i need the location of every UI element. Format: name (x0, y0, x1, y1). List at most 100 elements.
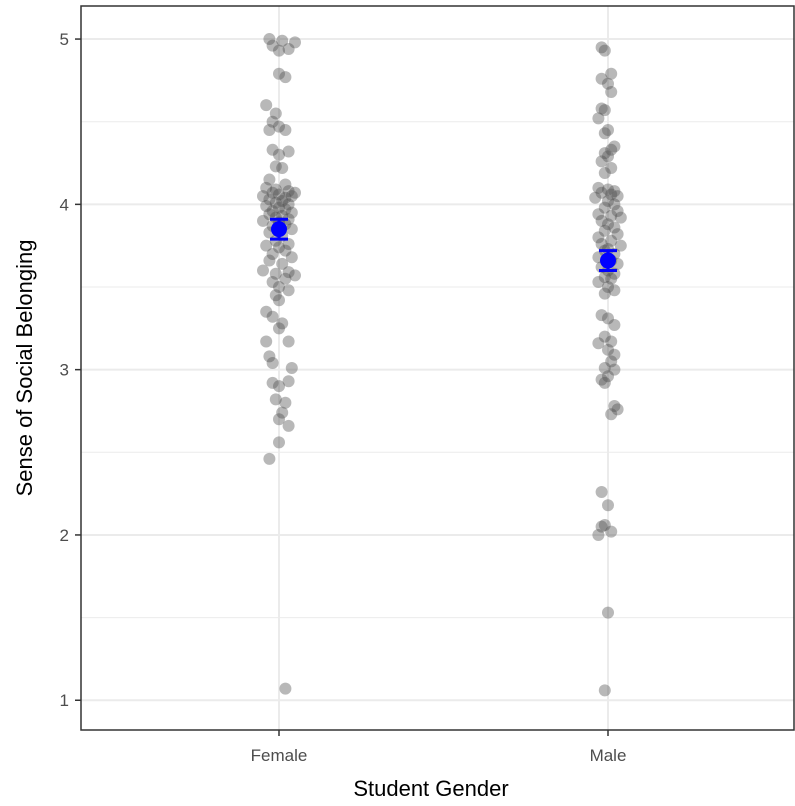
data-point (282, 213, 295, 226)
data-point (279, 396, 292, 409)
data-point (263, 254, 276, 267)
data-point (598, 201, 611, 214)
data-point (602, 281, 614, 294)
data-point (285, 251, 298, 264)
data-point (273, 188, 285, 201)
data-point (260, 305, 273, 318)
data-point (605, 335, 618, 348)
data-point (605, 355, 618, 368)
data-point (266, 247, 279, 260)
data-point (608, 348, 621, 361)
data-point (598, 376, 611, 389)
data-point (269, 267, 282, 280)
y-tick-label: 1 (60, 691, 69, 710)
data-point (285, 223, 298, 236)
data-point (608, 400, 621, 413)
data-point (602, 606, 614, 619)
y-tick-label: 3 (60, 361, 69, 380)
panel-border (80, 5, 795, 731)
data-point (285, 190, 298, 203)
data-point (263, 208, 276, 221)
data-point (269, 393, 282, 406)
data-point (285, 206, 298, 219)
y-axis-title: Sense of Social Belonging (12, 240, 37, 497)
data-point (273, 120, 285, 133)
data-point (598, 224, 611, 237)
data-point (263, 173, 276, 186)
data-point (276, 161, 289, 174)
data-point (611, 228, 624, 241)
data-point (608, 319, 621, 332)
data-point (266, 276, 279, 289)
data-point (263, 350, 276, 363)
data-point (602, 183, 614, 196)
data-point (282, 238, 295, 251)
data-point (260, 239, 273, 252)
data-point (279, 244, 292, 257)
data-point (595, 102, 608, 115)
data-point (282, 419, 295, 432)
data-point (592, 337, 605, 350)
data-point (589, 191, 602, 204)
data-point (595, 72, 608, 85)
data-point (614, 239, 627, 252)
x-tick-label: Male (590, 746, 627, 765)
mean-point (271, 221, 287, 238)
data-point (257, 264, 269, 277)
data-point (273, 67, 285, 80)
data-point (276, 406, 289, 419)
data-point (595, 214, 608, 227)
data-point (592, 276, 605, 289)
data-point (608, 140, 621, 153)
data-point (276, 195, 289, 208)
data-point (279, 123, 292, 136)
data-point (602, 499, 614, 512)
data-point (282, 335, 295, 348)
data-point (605, 143, 618, 156)
data-point (598, 519, 611, 532)
data-point (608, 185, 621, 198)
data-point (273, 201, 285, 214)
data-point (266, 143, 279, 156)
data-point (595, 155, 608, 168)
data-point (592, 208, 605, 221)
data-point (598, 147, 611, 160)
data-point (269, 107, 282, 120)
data-point (611, 204, 624, 217)
data-point (598, 362, 611, 374)
data-point (273, 322, 285, 335)
data-point (273, 380, 285, 393)
data-point (269, 160, 282, 173)
data-point (614, 211, 627, 224)
data-point (276, 34, 289, 47)
data-point (279, 178, 292, 191)
data-point (273, 241, 285, 254)
axis-layer: 1 2 3 4 5 Female Male (60, 30, 627, 765)
data-point (269, 289, 282, 302)
data-point (266, 310, 279, 323)
data-point (595, 520, 608, 533)
y-tick-label: 5 (60, 30, 69, 49)
data-point (279, 272, 292, 285)
data-point (282, 284, 295, 297)
summary-layer (270, 217, 617, 272)
data-point (602, 312, 614, 325)
data-point (257, 190, 269, 203)
data-point (598, 271, 611, 284)
data-point (282, 145, 295, 158)
data-point (260, 181, 273, 194)
data-point (260, 335, 273, 348)
data-point (266, 39, 279, 52)
data-point (279, 191, 292, 204)
data-point (592, 231, 605, 244)
data-point (289, 269, 301, 282)
data-point (605, 525, 618, 538)
data-point (608, 284, 621, 297)
x-tick-label: Female (251, 746, 308, 765)
data-point (598, 44, 611, 57)
data-point (598, 104, 611, 117)
data-point (289, 186, 301, 199)
data-point (279, 203, 292, 216)
mean-point (600, 252, 616, 269)
